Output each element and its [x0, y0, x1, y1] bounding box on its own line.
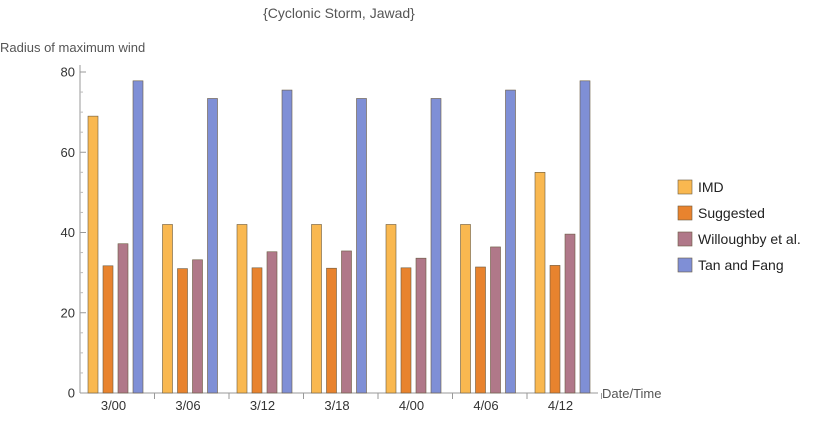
bar-tan-and-fang-2 — [281, 89, 293, 394]
bar-willoughby-et-al-2 — [266, 251, 278, 394]
bar-imd-5 — [460, 224, 471, 394]
bar-suggested-3 — [326, 267, 337, 394]
x-tick-label: 3/12 — [250, 398, 275, 413]
bar-imd-4 — [385, 224, 397, 394]
legend-label: IMD — [698, 179, 724, 195]
bar-tan-and-fang-6 — [579, 80, 591, 394]
bar-imd-6 — [534, 172, 546, 394]
bar-willoughby-et-al-1 — [192, 259, 203, 394]
legend-swatch — [677, 257, 693, 273]
bar-imd-3 — [311, 224, 322, 394]
legend-label: Suggested — [698, 205, 765, 221]
x-tick-label: 4/12 — [548, 398, 573, 413]
legend: IMD Suggested Willoughby et al. Tan and Fan… — [677, 179, 801, 273]
bar-suggested-4 — [400, 267, 412, 394]
bar-tan-and-fang-4 — [430, 98, 442, 394]
bar-willoughby-et-al-3 — [341, 250, 352, 394]
bar-willoughby-et-al-6 — [564, 233, 576, 394]
x-ticks-group: 3/00 3/06 3/12 3/18 4/00 4/06 4/12 — [101, 393, 602, 413]
y-ticks-group: 0 20 40 60 80 — [61, 65, 86, 401]
x-axis-label: Date/Time — [602, 386, 661, 401]
bar-tan-and-fang-0 — [132, 80, 144, 394]
chart-title: {Cyclonic Storm, Jawad} — [263, 5, 415, 21]
legend-swatch — [677, 231, 693, 247]
bar-tan-and-fang-5 — [505, 89, 516, 394]
legend-swatch — [677, 179, 693, 195]
bar-imd-2 — [236, 224, 248, 394]
bar-imd-0 — [87, 115, 99, 394]
bar-suggested-5 — [475, 266, 486, 394]
x-tick-label: 4/00 — [399, 398, 424, 413]
y-tick-label: 20 — [61, 305, 75, 320]
y-tick-label: 60 — [61, 145, 75, 160]
bars-group — [87, 80, 591, 394]
y-tick-label: 80 — [61, 65, 75, 80]
x-tick-label: 3/06 — [175, 398, 200, 413]
bar-suggested-0 — [102, 265, 114, 394]
bar-suggested-6 — [549, 265, 561, 394]
bar-imd-1 — [162, 224, 173, 394]
bar-suggested-2 — [251, 267, 263, 394]
x-tick-label: 4/06 — [473, 398, 498, 413]
x-tick-label: 3/00 — [101, 398, 126, 413]
bar-suggested-1 — [177, 268, 188, 394]
bar-tan-and-fang-1 — [207, 98, 218, 394]
legend-label: Tan and Fang — [698, 257, 784, 273]
bar-willoughby-et-al-5 — [490, 246, 501, 394]
legend-swatch — [677, 205, 693, 221]
bar-willoughby-et-al-0 — [117, 243, 129, 394]
y-axis-label: Radius of maximum wind — [0, 40, 145, 55]
y-tick-label: 40 — [61, 225, 75, 240]
legend-label: Willoughby et al. — [698, 231, 801, 247]
x-tick-label: 3/18 — [324, 398, 349, 413]
bar-tan-and-fang-3 — [356, 98, 367, 394]
y-tick-label: 0 — [68, 386, 75, 401]
bar-willoughby-et-al-4 — [415, 257, 427, 394]
